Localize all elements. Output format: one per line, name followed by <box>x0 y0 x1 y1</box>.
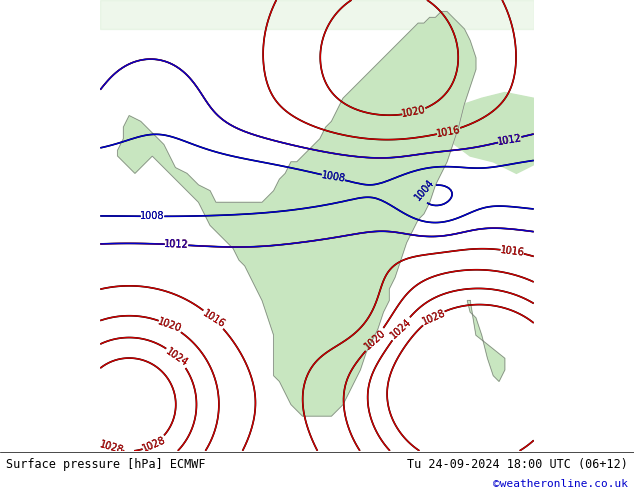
Text: 1020: 1020 <box>362 328 387 352</box>
Text: 1020: 1020 <box>362 328 387 352</box>
Text: Tu 24-09-2024 18:00 UTC (06+12): Tu 24-09-2024 18:00 UTC (06+12) <box>407 458 628 471</box>
Text: 1012: 1012 <box>164 239 189 250</box>
Text: 1016: 1016 <box>200 308 226 330</box>
Polygon shape <box>118 12 476 416</box>
Text: 1008: 1008 <box>140 211 165 221</box>
Text: 1004: 1004 <box>413 177 437 202</box>
Text: 1012: 1012 <box>497 133 522 147</box>
Text: 1024: 1024 <box>164 346 190 368</box>
Text: 1008: 1008 <box>320 171 346 184</box>
Text: 1016: 1016 <box>500 245 525 258</box>
Text: 1016: 1016 <box>436 124 462 139</box>
Text: Surface pressure [hPa] ECMWF: Surface pressure [hPa] ECMWF <box>6 458 206 471</box>
Text: 1020: 1020 <box>157 317 183 334</box>
Text: 1016: 1016 <box>200 308 226 330</box>
Text: 1028: 1028 <box>141 435 167 453</box>
Polygon shape <box>609 93 634 185</box>
Text: 1020: 1020 <box>401 105 427 119</box>
Text: 1024: 1024 <box>164 346 190 368</box>
Text: 1008: 1008 <box>140 211 165 221</box>
Text: 1008: 1008 <box>320 171 346 184</box>
Text: 1028: 1028 <box>141 435 167 453</box>
Text: 1024: 1024 <box>389 317 413 341</box>
Text: 1020: 1020 <box>157 317 183 334</box>
Text: 1028: 1028 <box>98 439 124 456</box>
Text: 1024: 1024 <box>389 317 413 341</box>
Text: 1016: 1016 <box>436 124 462 139</box>
Text: 1012: 1012 <box>497 133 522 147</box>
Polygon shape <box>467 300 505 381</box>
Text: 1012: 1012 <box>164 239 189 250</box>
Polygon shape <box>430 93 562 173</box>
Text: 1004: 1004 <box>413 177 437 202</box>
Text: ©weatheronline.co.uk: ©weatheronline.co.uk <box>493 479 628 489</box>
Text: 1028: 1028 <box>420 308 447 327</box>
Text: 1012: 1012 <box>164 239 189 250</box>
Polygon shape <box>100 0 534 29</box>
Text: 1016: 1016 <box>500 245 525 258</box>
Text: 1028: 1028 <box>98 439 124 456</box>
Text: 1020: 1020 <box>401 105 427 119</box>
Text: 1012: 1012 <box>497 133 522 147</box>
Text: 1028: 1028 <box>420 308 447 327</box>
